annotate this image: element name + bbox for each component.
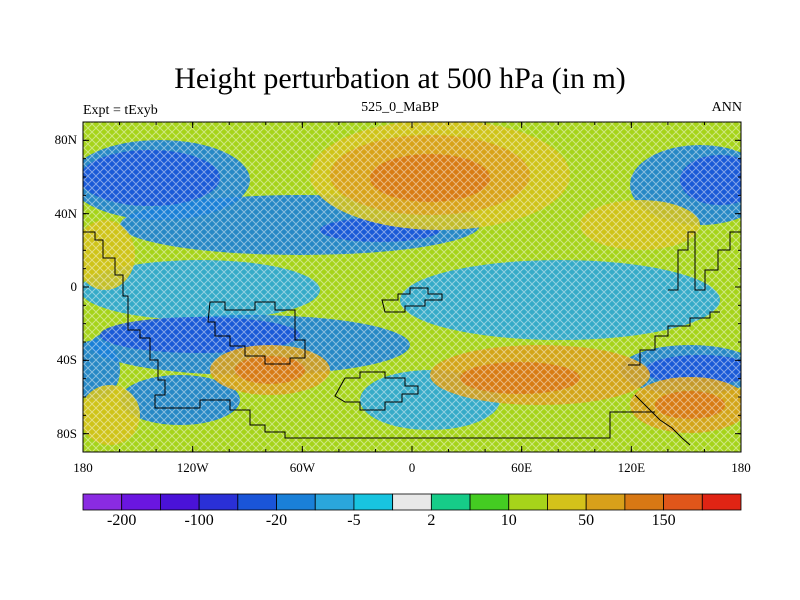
coastlines: [83, 231, 741, 446]
lat-tick-label: 0: [70, 279, 78, 294]
colorbar-box: [392, 493, 432, 511]
longitude-ticks: [82, 122, 742, 452]
colorbar-box: [82, 493, 123, 511]
lon-tick-label: 0: [408, 460, 416, 475]
colorbar-label: 150: [651, 512, 676, 529]
colorbar-label: 50: [578, 512, 595, 529]
lat-tick-label: 40S: [56, 352, 77, 368]
colorbar-label: -20: [265, 512, 288, 529]
colorbar-box: [430, 493, 471, 511]
colorbar-label: -5: [347, 512, 361, 529]
colorbar-box: [198, 493, 239, 511]
colorbar-box: [624, 493, 664, 511]
lon-tick-label: 120W: [176, 460, 209, 475]
colorbar-box: [121, 493, 161, 511]
latitude-ticks: [83, 121, 741, 453]
lon-tick-label: 120E: [617, 460, 646, 475]
colorbar-label: -200: [107, 512, 137, 529]
lon-tick-label: 60W: [289, 460, 315, 475]
lat-tick-label: 40N: [54, 205, 77, 221]
time-label: 525_0_MaBP: [361, 100, 439, 115]
colorbar-label: 2: [427, 512, 436, 529]
lon-tick-label: 180: [731, 460, 751, 475]
colorbar-box: [314, 493, 355, 511]
colorbar: [82, 493, 742, 511]
colorbar-box: [663, 493, 703, 511]
colorbar-box: [276, 493, 316, 511]
lat-tick-label: 80N: [54, 132, 77, 148]
colorbar-box: [237, 493, 277, 511]
colorbar-label: 10: [500, 512, 517, 529]
colorbar-box: [353, 493, 394, 511]
colorbar-box: [547, 493, 587, 511]
colorbar-box: [160, 493, 200, 511]
period-label: ANN: [711, 100, 742, 115]
colorbar-box: [701, 493, 742, 511]
colorbar-box: [508, 493, 548, 511]
colorbar-label: -100: [184, 512, 214, 529]
lon-tick-label: 180: [73, 460, 93, 475]
plot-title: Height perturbation at 500 hPa (in m): [174, 62, 626, 95]
colorbar-box: [585, 493, 626, 511]
colorbar-box: [469, 493, 510, 511]
contour-hatching: [83, 122, 741, 452]
lon-tick-label: 60E: [511, 460, 533, 475]
experiment-label: Expt = tExyb: [83, 103, 158, 118]
lat-tick-label: 80S: [56, 425, 77, 441]
